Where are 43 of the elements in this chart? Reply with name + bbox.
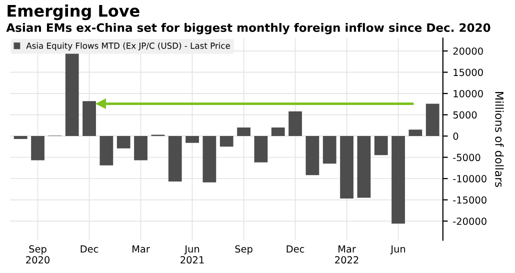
bar	[426, 104, 440, 136]
y-tick-label: 0	[453, 132, 458, 140]
x-tick-label: Sep	[235, 245, 252, 255]
y-tick-label: -10000	[453, 175, 486, 182]
x-tick-label: Dec	[286, 245, 304, 253]
bar	[82, 101, 96, 136]
bar	[306, 136, 320, 176]
bar	[168, 136, 182, 182]
y-tick-label: 10000	[454, 90, 483, 98]
y-tick-label: -15000	[453, 196, 486, 204]
y-tick-label: 15000	[454, 68, 483, 76]
x-tick-label: Jun 2021	[180, 245, 204, 264]
bar	[340, 136, 354, 199]
chart-title: Emerging Love	[8, 4, 140, 20]
chart-subtitle: Asian EMs ex-China set for biggest monthly foreign inflow since Dec. 2020	[6, 23, 490, 34]
bar	[271, 128, 285, 136]
y-tick-label: 5000	[453, 111, 477, 119]
x-tick-label: Mar	[132, 245, 150, 253]
bar	[392, 136, 405, 224]
legend-label: Asia Equity Flows MTD (Ex JP/C (USD) - Last Price	[26, 42, 230, 50]
x-tick-label: Mar 2022	[335, 245, 358, 264]
bar	[31, 136, 44, 160]
bar	[186, 136, 199, 143]
bar	[322, 136, 336, 164]
x-tick-label: Dec	[80, 245, 98, 253]
bar	[134, 136, 148, 160]
bar	[374, 136, 388, 156]
x-tick-label: Jun	[390, 245, 406, 254]
y-tick-label: 20000	[453, 47, 483, 55]
bar	[357, 136, 371, 198]
bar	[254, 136, 268, 162]
bar	[14, 136, 28, 140]
bar	[100, 136, 114, 166]
bar	[116, 136, 130, 148]
bar	[237, 128, 250, 136]
bar	[220, 136, 234, 147]
bar	[202, 136, 216, 182]
y-tick-label: -5000	[453, 154, 480, 162]
bar	[288, 111, 302, 136]
bar	[408, 130, 422, 136]
y-axis-title: Millions of dollars	[495, 92, 504, 187]
x-tick-label: Sep 2020	[26, 245, 50, 264]
y-tick-label: -20000	[453, 218, 486, 225]
